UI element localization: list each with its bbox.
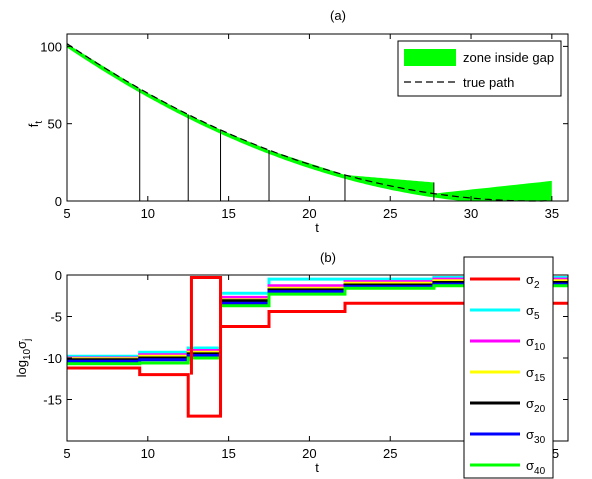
b-xtick-label: 25	[383, 446, 397, 461]
legend-label-sigma-10: σ10	[526, 334, 546, 353]
panel-a-y-ticks: 0 50 100	[40, 39, 568, 209]
series-line-sigma-10	[67, 277, 568, 360]
legend-zone-swatch	[404, 49, 456, 66]
panel-b-y-label: log10σj	[14, 339, 33, 378]
true-path-line	[66, 43, 552, 202]
b-xtick-label: 20	[302, 446, 316, 461]
svg-text:log10σj: log10σj	[14, 339, 33, 378]
a-ytick-label: 50	[48, 117, 62, 132]
panel-a-legend: zone inside gap true path	[397, 40, 562, 97]
zone-segment-3	[188, 114, 221, 134]
series-line-sigma-40	[67, 284, 568, 366]
zone-segment-4	[220, 129, 269, 154]
zone-segment-7	[433, 180, 552, 201]
a-ytick-label: 0	[55, 194, 62, 209]
panel-b-x-label: t	[315, 460, 319, 475]
legend-label-sigma-15: σ15	[526, 365, 546, 384]
svg-text:ft: ft	[26, 121, 45, 128]
legend-label-sigma-30: σ30	[526, 427, 546, 446]
legend-label-sigma-5: σ5	[526, 303, 540, 322]
panel-b-y-label-10: 10	[22, 348, 33, 360]
panel-b-y-label-log: log	[14, 360, 29, 377]
b-ytick-label: -15	[43, 393, 62, 408]
panel-b-y-ticks: 0 -5 -10 -15	[43, 268, 568, 408]
legend-label-sigma-2: σ2	[526, 272, 540, 291]
b-xtick-label: 15	[221, 446, 235, 461]
series-line-sigma-30	[67, 282, 568, 363]
legend-label-sigma-20: σ20	[526, 396, 546, 415]
panel-a-y-label-sub: t	[34, 121, 45, 124]
a-xtick-label: 25	[383, 206, 397, 221]
a-xtick-label: 30	[464, 206, 478, 221]
legend-zone-label: zone inside gap	[463, 50, 554, 65]
sigma-2-spike	[189, 275, 223, 417]
panel-b-y-label-sigma: σ	[14, 341, 29, 349]
panel-a-vertical-lines	[139, 88, 435, 201]
panel-a-y-label-main: f	[26, 123, 41, 127]
a-xtick-label: 20	[302, 206, 316, 221]
panel-a-x-ticks: 5 10 15 20 25 30 35	[63, 34, 559, 221]
panel-a-x-label: t	[315, 220, 319, 235]
series-line-sigma-20	[67, 281, 568, 362]
a-xtick-label: 5	[63, 206, 70, 221]
panel-b-title: (b)	[320, 250, 336, 265]
a-xtick-label: 35	[545, 206, 559, 221]
panel-a-y-label: ft	[26, 121, 45, 128]
panel-b-legend-box	[463, 256, 554, 479]
zone-segment-5	[269, 150, 345, 179]
b-xtick-label: 5	[63, 446, 70, 461]
a-xtick-label: 15	[221, 206, 235, 221]
b-ytick-label: -5	[50, 310, 62, 325]
legend-true-path-label: true path	[463, 75, 514, 90]
legend-label-sigma-40: σ40	[526, 458, 546, 477]
zone-segment-1	[67, 43, 140, 93]
panel-b-legend: σ2 σ5 σ10 σ15 σ20 σ30 σ40	[463, 256, 554, 479]
b-ytick-label: -10	[43, 351, 62, 366]
a-xtick-label: 10	[141, 206, 155, 221]
b-xtick-label: 10	[141, 446, 155, 461]
panel-a-axes-box	[66, 33, 569, 202]
panel-b-y-label-j: j	[22, 339, 33, 342]
b-ytick-label: 0	[55, 268, 62, 283]
a-ytick-label: 100	[40, 39, 62, 54]
panel-b-series-lines	[67, 275, 568, 418]
panel-a-title: (a)	[330, 8, 346, 23]
